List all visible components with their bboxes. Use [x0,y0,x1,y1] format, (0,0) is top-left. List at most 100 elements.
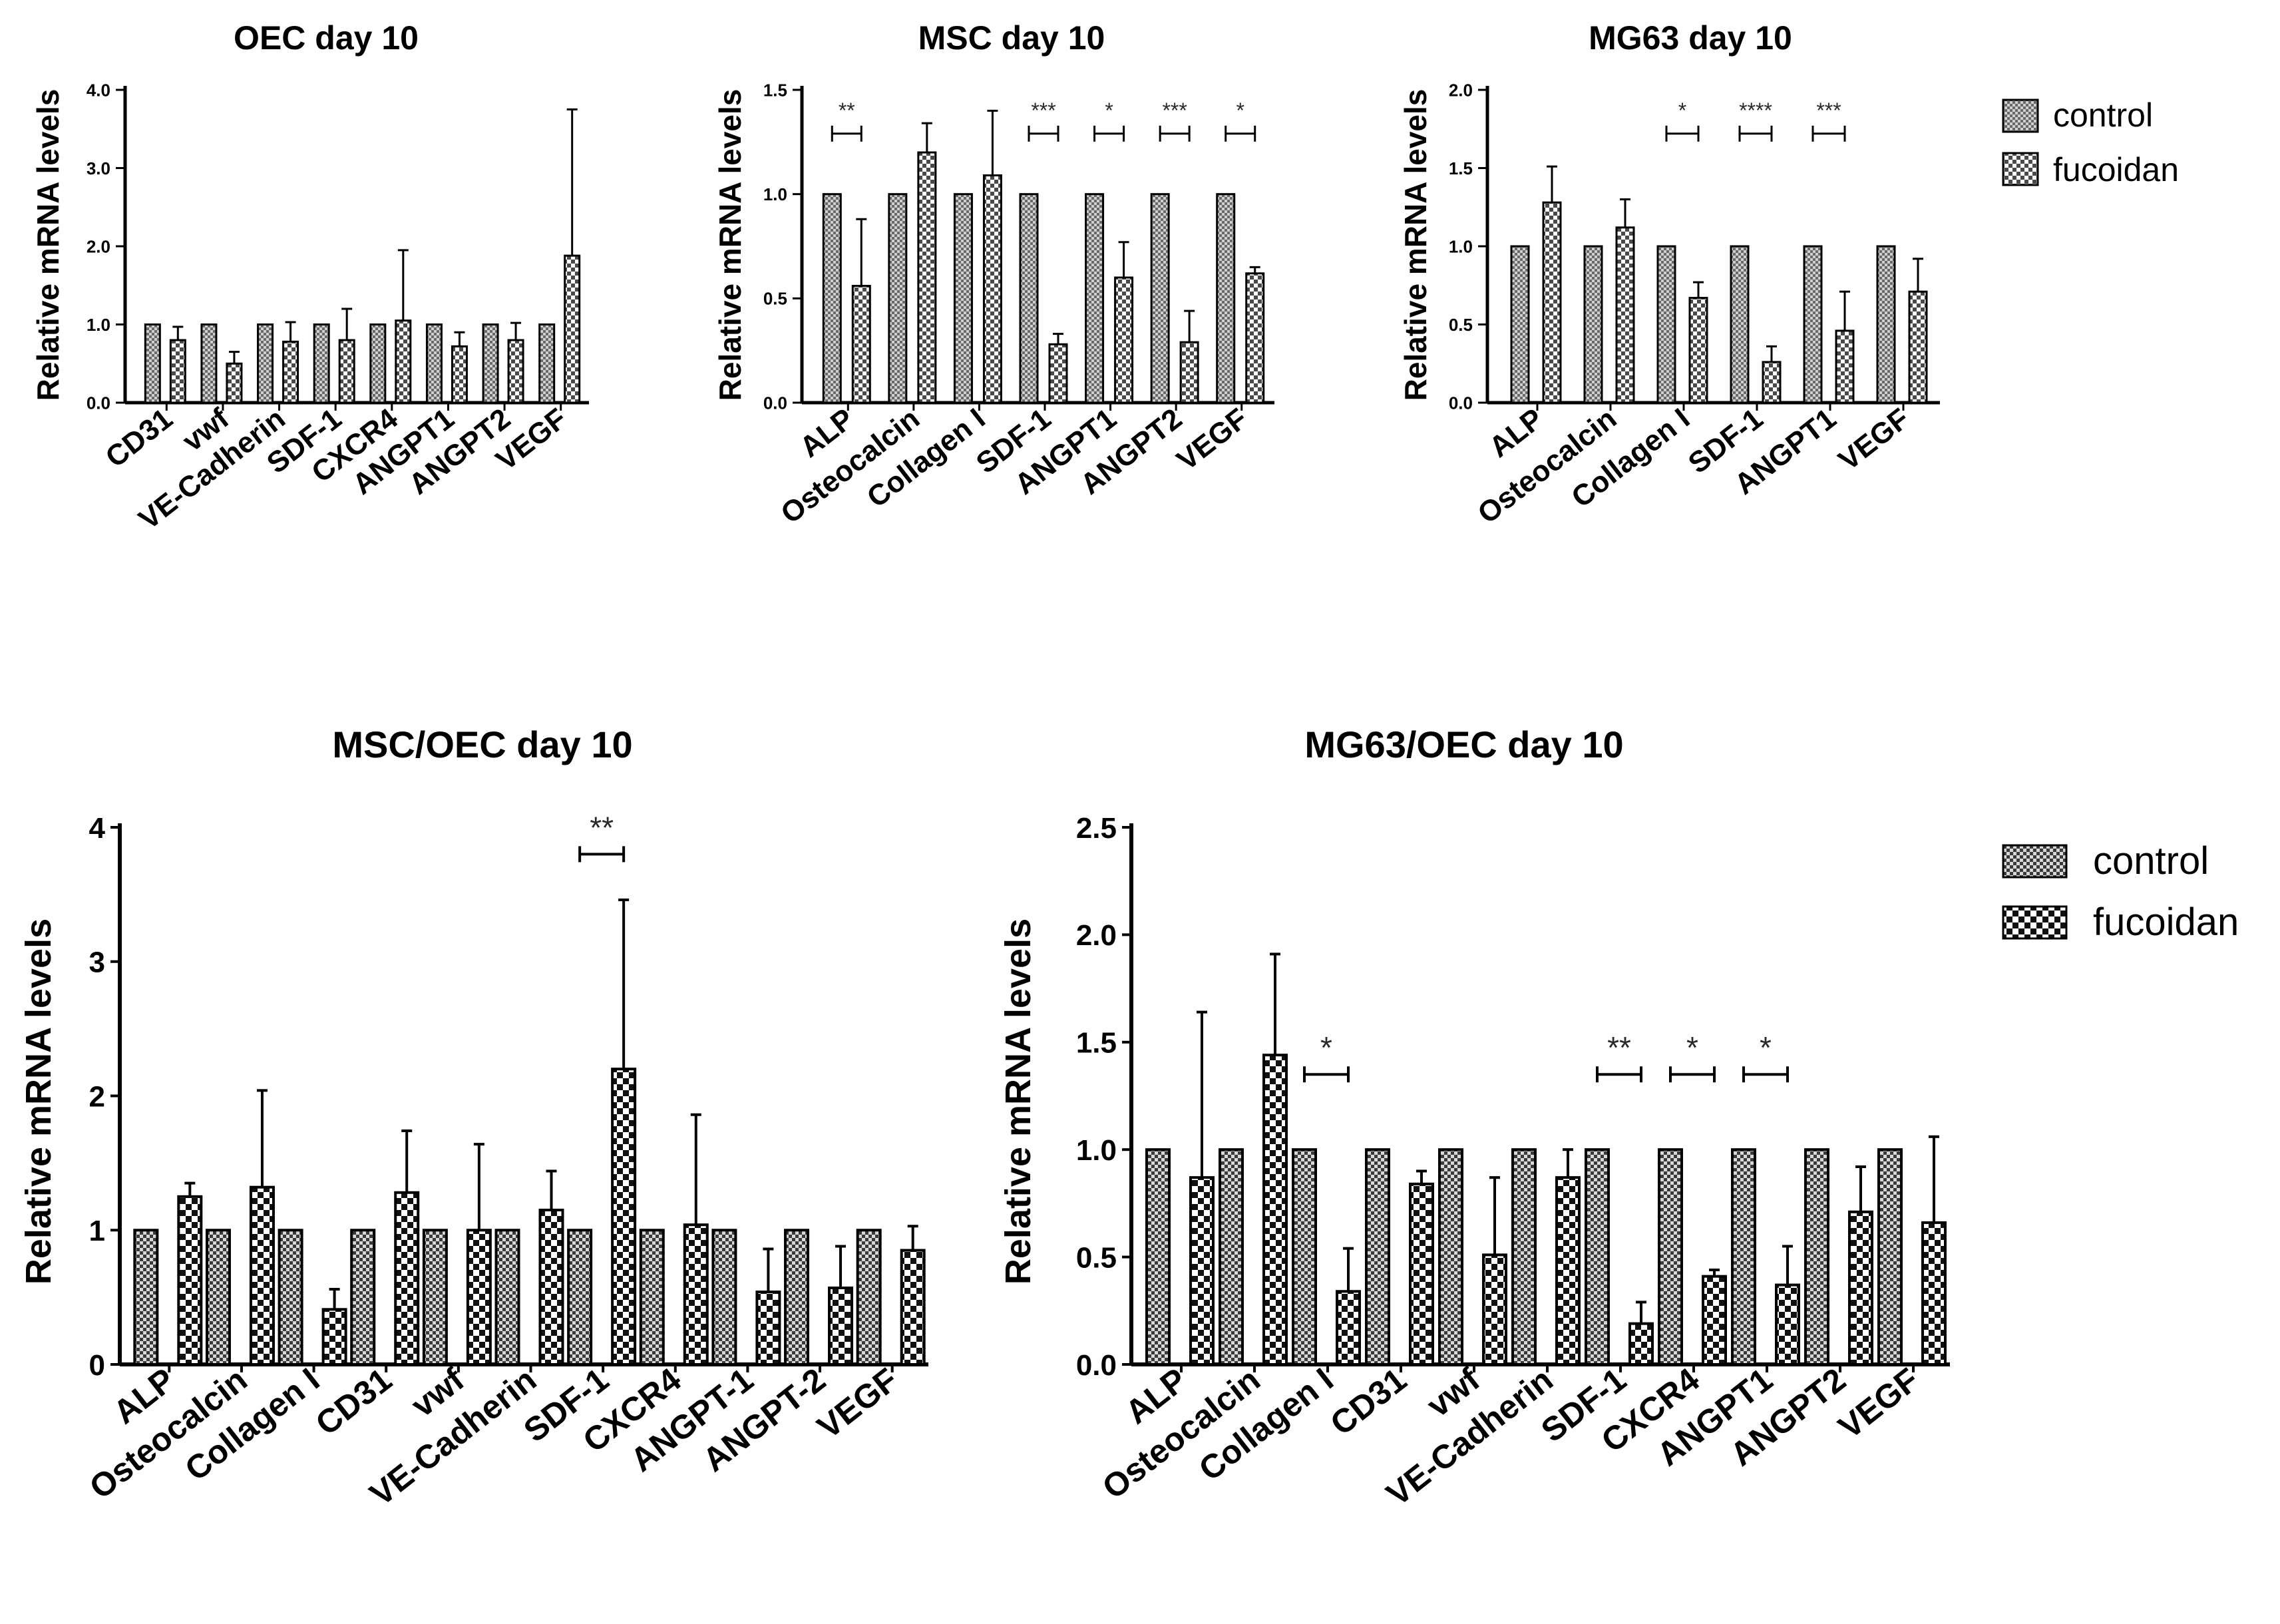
legend-label-control: control [2093,839,2209,883]
bar-control [144,323,161,404]
bar-control [822,193,842,404]
x-tick-label: CD31 [309,1361,399,1443]
bar-control [1658,1148,1683,1366]
bar-fucoidan [1688,297,1708,404]
chart-msc: MSC day 10 Relative mRNA levels 0.0 0.5 1.… [713,19,1274,530]
y-tick-label: 1.5 [1449,158,1473,178]
y-tick-label: 1.0 [1449,236,1473,256]
bar-control [1019,193,1039,404]
chart-mg63: MG63 day 10 Relative mRNA levels 0.0 0.5 1… [1398,19,1940,530]
legend-label-fucoidan: fucoidan [2053,151,2179,188]
bar-fucoidan [1189,1176,1215,1366]
bar-control [1085,193,1105,404]
bar-control [1730,245,1750,404]
bar-control [1150,193,1170,404]
bar-control [784,1229,810,1366]
bar-control [1219,1148,1244,1366]
significance-label: * [1678,99,1686,122]
bar-fucoidan [538,1208,564,1366]
y-axis-label: Relative mRNA levels [31,89,65,401]
y-axis-label: Relative mRNA levels [998,918,1038,1285]
bar-fucoidan [1762,361,1782,404]
bar-control [1656,245,1676,404]
bar-control [953,193,973,404]
legend-swatch-control [2002,99,2039,133]
y-tick-label: 1.5 [763,80,787,100]
significance-label: ** [1607,1030,1631,1065]
bar-fucoidan [683,1223,709,1366]
bar-control [1438,1148,1463,1366]
bar-fucoidan [564,254,581,404]
bar-control [1731,1148,1756,1366]
x-tick-label: CD31 [1324,1361,1414,1443]
bar-fucoidan [451,345,468,404]
y-tick-label: 0.0 [1449,393,1473,413]
bar-fucoidan [321,1308,347,1366]
y-tick-label: 2 [89,1080,105,1113]
bar-control [1365,1148,1390,1366]
bar-control [425,323,443,404]
significance-label: *** [1031,99,1055,122]
bar-fucoidan [1409,1182,1434,1366]
bar-fucoidan [1482,1253,1507,1366]
significance-label: *** [1162,99,1187,122]
bar-fucoidan [226,362,243,404]
x-tick-label: VEGF [811,1361,905,1446]
chart-title: MG63/OEC day 10 [1304,723,1623,765]
bar-control [567,1229,593,1366]
bar-control [639,1229,665,1366]
bar-control [856,1229,882,1366]
legend-top: control fucoidan [2002,97,2179,188]
significance-label: * [1760,1030,1772,1065]
plot-area: 0.01.02.03.04.0CD31vwfVE-CadherinSDF-1CX… [87,80,589,536]
bar-fucoidan [1628,1322,1654,1366]
y-tick-label: 1.5 [1076,1027,1117,1060]
x-tick-label: CD31 [100,402,179,474]
y-tick-label: 0.5 [1076,1241,1117,1274]
bar-fucoidan [1921,1221,1947,1366]
bar-fucoidan [1848,1210,1873,1366]
y-tick-label: 2.0 [1449,80,1473,100]
legend-label-control: control [2053,97,2153,134]
legend-label-fucoidan: fucoidan [2093,901,2239,944]
y-tick-label: 2.5 [1076,812,1117,845]
significance-label: *** [1816,99,1841,122]
bar-control [278,1229,303,1366]
significance-label: * [1236,99,1244,122]
bar-control [1292,1148,1317,1366]
significance-label: ** [590,810,614,845]
bar-control [888,193,908,404]
bar-fucoidan [177,1195,203,1366]
bar-fucoidan [338,339,355,404]
bar-fucoidan [1179,341,1199,404]
x-tick-label: VEGF [1833,402,1916,477]
bar-fucoidan [395,319,412,404]
y-tick-label: 0.5 [763,289,787,309]
bar-fucoidan [1245,272,1265,404]
significance-label: * [1686,1030,1698,1065]
y-axis-label: Relative mRNA levels [1398,89,1433,401]
bar-fucoidan [1835,329,1855,404]
bar-fucoidan [611,1068,637,1366]
y-tick-label: 0.5 [1449,315,1473,335]
y-tick-label: 4 [89,812,106,845]
bar-control [1145,1148,1171,1366]
legend-swatch-fucoidan [2002,905,2068,940]
y-tick-label: 0.0 [763,393,787,413]
bar-control [205,1229,231,1366]
bar-control [538,323,556,404]
bar-fucoidan [1615,226,1635,404]
y-tick-label: 3 [89,946,105,979]
legend-bottom: control fucoidan [2002,839,2239,944]
legend-swatch-fucoidan [2002,152,2039,186]
chart-mg63-oec: MG63/OEC day 10 Relative mRNA levels 0.0… [998,723,1950,1513]
x-tick-label: VEGF [1831,1361,1926,1446]
plot-area: 0.00.51.01.52.02.5ALPOsteocalcinCollagen… [1076,812,1950,1513]
bar-fucoidan [282,340,299,404]
chart-title: MSC day 10 [918,19,1105,57]
bar-control [494,1229,520,1366]
bar-control [350,1229,376,1366]
